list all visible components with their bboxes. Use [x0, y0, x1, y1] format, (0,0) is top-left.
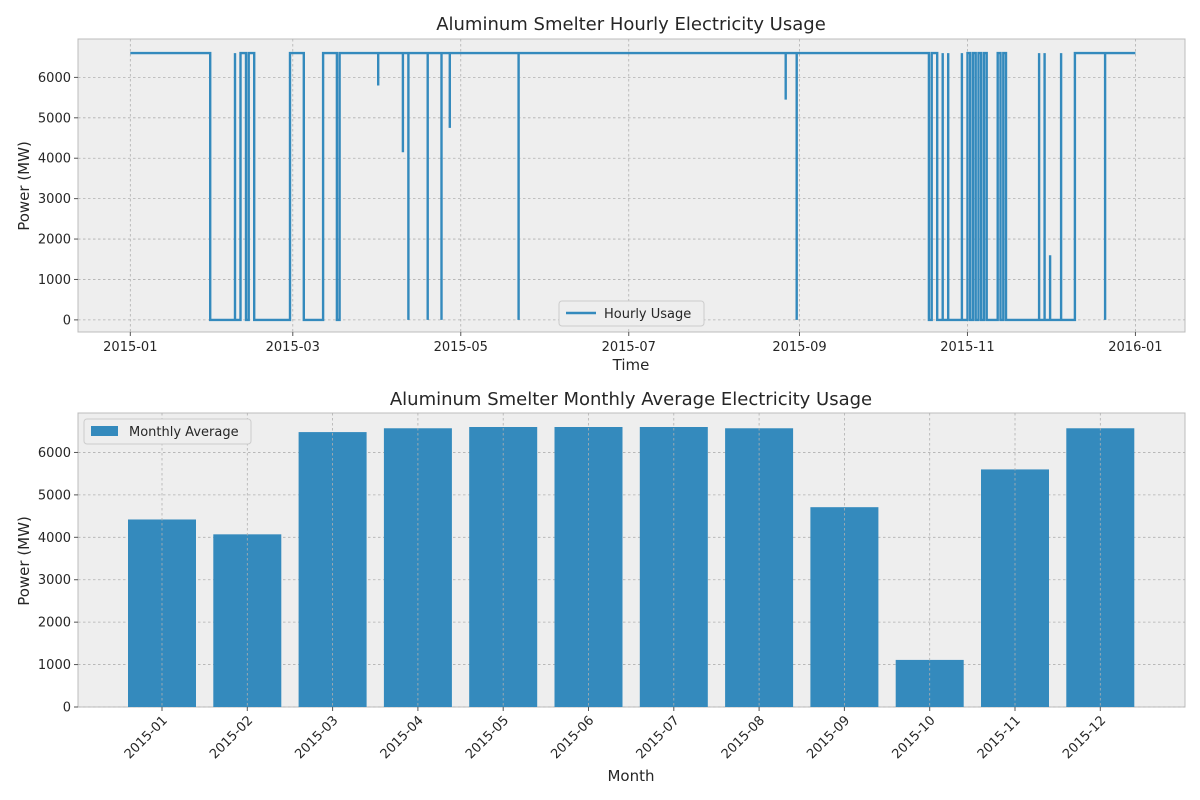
monthly-x-tick-label: 2015-05 — [463, 713, 512, 762]
hourly-x-tick-label: 2015-11 — [940, 340, 994, 355]
monthly-y-tick-label: 3000 — [38, 573, 71, 588]
hourly-legend: Hourly Usage — [558, 300, 705, 327]
hourly-usage-line — [130, 51, 1136, 322]
monthly-x-tick-label: 2015-02 — [207, 713, 256, 762]
hourly-y-tick-label: 6000 — [38, 71, 71, 86]
hourly-y-tick-label: 3000 — [38, 192, 71, 207]
monthly-y-tick-label: 2000 — [38, 616, 71, 631]
monthly-y-tick-label: 5000 — [38, 488, 71, 503]
hourly-x-axis-label: Time — [612, 356, 650, 374]
monthly-y-tick-label: 4000 — [38, 531, 71, 546]
hourly-y-tick-label: 1000 — [38, 273, 71, 288]
hourly-tick-labels: 0 1000 2000 3000 4000 5000 6000 2015-01 2015-03 2… — [38, 71, 1163, 355]
hourly-y-tick-label: 5000 — [38, 111, 71, 126]
monthly-y-tick-label: 1000 — [38, 658, 71, 673]
hourly-x-tick-label: 2015-01 — [103, 340, 157, 355]
monthly-x-tick-label: 2015-07 — [634, 713, 683, 762]
monthly-chart-title: Aluminum Smelter Monthly Average Electri… — [390, 389, 872, 410]
hourly-x-tick-label: 2016-01 — [1108, 340, 1162, 355]
hourly-x-tick-label: 2015-05 — [434, 340, 488, 355]
monthly-x-tick-label: 2015-06 — [548, 713, 597, 762]
monthly-x-tick-label: 2015-09 — [804, 713, 853, 762]
monthly-x-tick-label: 2015-10 — [890, 713, 939, 762]
hourly-x-tick-label: 2015-03 — [266, 340, 320, 355]
monthly-x-tick-label: 2015-01 — [122, 713, 171, 762]
hourly-x-tick-label: 2015-07 — [602, 340, 656, 355]
hourly-legend-label: Hourly Usage — [604, 307, 691, 322]
monthly-x-tick-label: 2015-04 — [378, 713, 427, 762]
hourly-x-tick-label: 2015-09 — [772, 340, 826, 355]
monthly-x-tick-label: 2015-12 — [1060, 713, 1109, 762]
monthly-legend-label: Monthly Average — [129, 425, 239, 440]
monthly-legend: Monthly Average — [83, 418, 252, 445]
hourly-y-tick-label: 4000 — [38, 152, 71, 167]
hourly-y-tick-label: 2000 — [38, 233, 71, 248]
hourly-y-axis-label: Power (MW) — [15, 141, 33, 231]
monthly-x-tick-label: 2015-08 — [719, 713, 768, 762]
monthly-y-tick-label: 0 — [63, 701, 71, 716]
monthly-x-tick-label: 2015-11 — [975, 713, 1024, 762]
monthly-bar-2015-09 — [810, 507, 879, 707]
monthly-x-tick-label: 2015-03 — [292, 713, 341, 762]
monthly-y-axis-label: Power (MW) — [15, 516, 33, 606]
hourly-usage-chart: 0 1000 2000 3000 4000 5000 6000 2015-01 2015-03 2… — [15, 14, 1186, 374]
hourly-legend-box — [558, 300, 705, 327]
hourly-plot-area — [77, 38, 1186, 333]
monthly-legend-box — [83, 418, 252, 445]
monthly-y-tick-label: 6000 — [38, 446, 71, 461]
monthly-legend-swatch — [91, 426, 118, 436]
monthly-x-axis-label: Month — [607, 767, 654, 785]
monthly-average-chart: 0 1000 2000 3000 4000 5000 6000 2015-01 2015-02 2… — [15, 389, 1186, 785]
hourly-y-tick-label: 0 — [63, 313, 71, 328]
monthly-vertical-gridlines — [161, 413, 1101, 707]
hourly-chart-title: Aluminum Smelter Hourly Electricity Usag… — [436, 14, 826, 35]
